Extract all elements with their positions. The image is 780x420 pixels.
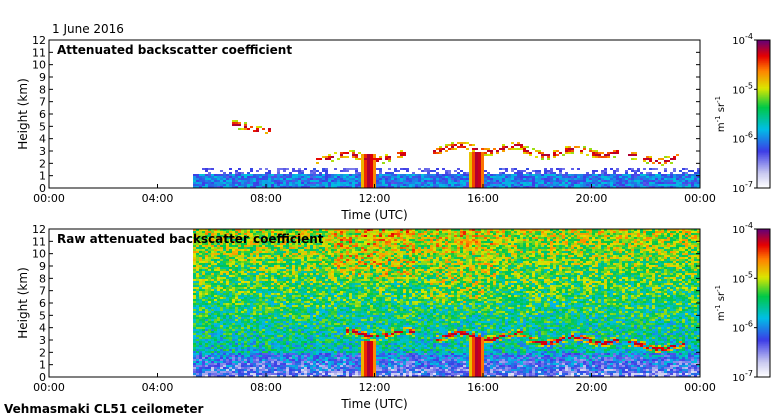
panel-title: Attenuated backscatter coefficient bbox=[57, 43, 292, 57]
x-tick-label: 12:00 bbox=[359, 381, 391, 394]
y-axis-label: Height (km) bbox=[16, 267, 30, 338]
colorbar-tick-label: 10-5 bbox=[732, 81, 753, 96]
x-tick-label: 00:00 bbox=[684, 381, 716, 394]
raw-attenuated-backscatter-panel: Raw attenuated backscatter coefficient01… bbox=[16, 221, 771, 411]
attenuated-backscatter-panel: Attenuated backscatter coefficient012345… bbox=[16, 32, 771, 222]
y-tick-label: 2 bbox=[39, 157, 46, 170]
x-tick-label: 00:00 bbox=[33, 192, 65, 205]
y-tick-label: 8 bbox=[39, 272, 46, 285]
x-tick-label: 08:00 bbox=[250, 381, 282, 394]
y-tick-label: 12 bbox=[32, 34, 46, 47]
y-tick-label: 8 bbox=[39, 83, 46, 96]
colorbar-tick-label: 10-6 bbox=[732, 320, 753, 335]
colorbar-tick-label: 10-4 bbox=[732, 32, 753, 47]
y-tick-label: 12 bbox=[32, 223, 46, 236]
colorbar: 10-7 10-6 10-5 10-4 m-1 sr-1 bbox=[714, 221, 771, 384]
x-tick-label: 20:00 bbox=[576, 192, 608, 205]
y-tick-label: 2 bbox=[39, 346, 46, 359]
colorbar: 10-7 10-6 10-5 10-4 m-1 sr-1 bbox=[714, 32, 771, 195]
y-tick-label: 11 bbox=[32, 46, 46, 59]
heatmap-cells bbox=[193, 229, 700, 377]
y-tick-label: 6 bbox=[39, 297, 46, 310]
y-tick-label: 10 bbox=[32, 59, 46, 72]
y-axis-label: Height (km) bbox=[16, 78, 30, 149]
y-tick-label: 3 bbox=[39, 334, 46, 347]
x-axis-label: Time (UTC) bbox=[340, 208, 407, 222]
y-tick-label: 10 bbox=[32, 248, 46, 261]
y-tick-label: 1 bbox=[39, 170, 46, 183]
x-tick-label: 16:00 bbox=[467, 381, 499, 394]
colorbar-tick-label: 10-7 bbox=[732, 369, 753, 384]
y-tick-label: 11 bbox=[32, 235, 46, 248]
x-tick-label: 08:00 bbox=[250, 192, 282, 205]
y-tick-label: 9 bbox=[39, 71, 46, 84]
colorbar-tick-label: 10-6 bbox=[732, 131, 753, 146]
colorbar-tick-label: 10-4 bbox=[732, 221, 753, 236]
colorbar-frame bbox=[756, 228, 771, 378]
x-tick-label: 20:00 bbox=[576, 381, 608, 394]
y-tick-label: 3 bbox=[39, 145, 46, 158]
date-label: 1 June 2016 bbox=[52, 22, 124, 36]
y-tick-label: 7 bbox=[39, 96, 46, 109]
x-tick-label: 00:00 bbox=[33, 381, 65, 394]
colorbar-unit-label: m-1 sr-1 bbox=[714, 96, 727, 132]
y-tick-label: 7 bbox=[39, 285, 46, 298]
colorbar-frame bbox=[756, 39, 771, 189]
panel-title: Raw attenuated backscatter coefficient bbox=[57, 232, 324, 246]
heatmap-cells bbox=[193, 120, 700, 188]
y-tick-label: 6 bbox=[39, 108, 46, 121]
y-tick-label: 5 bbox=[39, 120, 46, 133]
y-tick-label: 4 bbox=[39, 322, 46, 335]
x-axis-label: Time (UTC) bbox=[340, 397, 407, 411]
y-tick-label: 0 bbox=[39, 371, 46, 384]
x-tick-label: 00:00 bbox=[684, 192, 716, 205]
colorbar-unit-label: m-1 sr-1 bbox=[714, 285, 727, 321]
x-tick-label: 16:00 bbox=[467, 192, 499, 205]
x-tick-label: 04:00 bbox=[142, 192, 174, 205]
y-tick-label: 9 bbox=[39, 260, 46, 273]
colorbar-tick-label: 10-7 bbox=[732, 180, 753, 195]
y-tick-label: 5 bbox=[39, 309, 46, 322]
y-tick-label: 1 bbox=[39, 359, 46, 372]
y-tick-label: 4 bbox=[39, 133, 46, 146]
x-tick-label: 04:00 bbox=[142, 381, 174, 394]
colorbar-tick-label: 10-5 bbox=[732, 270, 753, 285]
x-tick-label: 12:00 bbox=[359, 192, 391, 205]
footer-label: Vehmasmaki CL51 ceilometer bbox=[4, 402, 204, 416]
y-tick-label: 0 bbox=[39, 182, 46, 195]
